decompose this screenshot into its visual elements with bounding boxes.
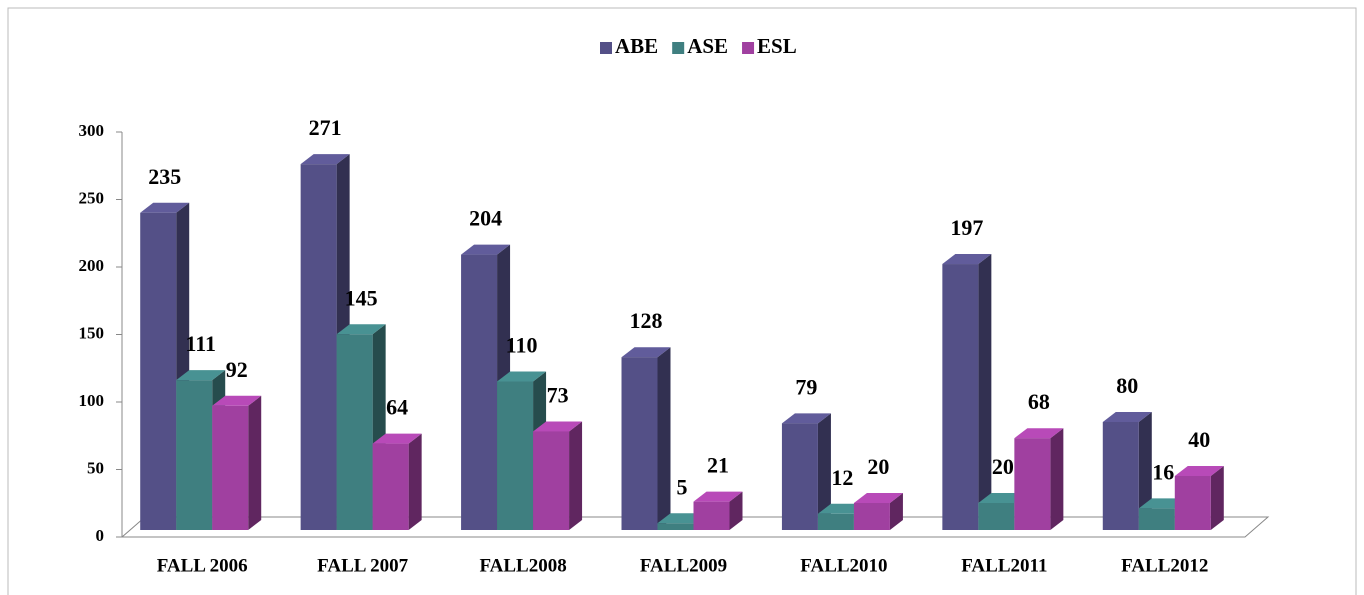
bar-side — [657, 347, 671, 530]
y-tick-label: 300 — [79, 121, 105, 140]
bar-top — [1174, 466, 1224, 476]
value-label: 5 — [677, 474, 688, 499]
bar-top — [1102, 412, 1152, 422]
value-label: 79 — [795, 374, 817, 399]
bar — [1174, 476, 1211, 530]
bar — [942, 264, 979, 530]
y-tick-label: 0 — [96, 526, 105, 545]
bar — [372, 443, 409, 530]
y-tick-label: 100 — [79, 391, 105, 410]
bar — [817, 513, 854, 530]
bar — [461, 254, 498, 530]
bar-top — [497, 371, 547, 382]
bar-top — [942, 254, 992, 265]
bar — [1102, 422, 1139, 530]
value-label: 271 — [309, 115, 342, 140]
bar-side — [1210, 466, 1224, 530]
value-label: 73 — [547, 382, 569, 407]
bar-side — [408, 433, 422, 530]
value-label: 12 — [831, 465, 853, 490]
bar — [140, 212, 177, 530]
bar — [212, 405, 249, 530]
bar — [300, 164, 337, 530]
y-tick-label: 50 — [87, 458, 104, 477]
bar-side — [248, 395, 262, 530]
value-label: 197 — [950, 215, 983, 240]
legend-label: ESL — [757, 34, 797, 58]
bar-side — [729, 491, 743, 530]
bar-top — [461, 244, 511, 255]
bar-top — [853, 493, 903, 503]
value-label: 145 — [345, 285, 378, 310]
y-tick-label: 250 — [79, 188, 105, 207]
bar-top — [621, 347, 671, 358]
bar-top — [693, 491, 743, 502]
x-tick-label: FALL 2006 — [157, 555, 248, 576]
bar-top — [372, 433, 422, 444]
y-tick-label: 150 — [79, 323, 105, 342]
bar-side — [978, 254, 992, 531]
bar-top — [336, 324, 386, 335]
value-label: 20 — [867, 454, 889, 479]
legend-swatch — [672, 42, 685, 54]
bar — [621, 357, 658, 530]
x-tick-label: FALL2012 — [1121, 555, 1208, 576]
chart-border — [7, 7, 1357, 595]
bar — [336, 334, 373, 530]
bar — [978, 503, 1015, 530]
value-label: 110 — [506, 333, 538, 358]
bar-side — [817, 413, 831, 530]
value-label: 68 — [1028, 389, 1050, 414]
bar-side — [569, 421, 583, 530]
value-label: 20 — [992, 454, 1014, 479]
bar — [1014, 438, 1051, 530]
value-label: 128 — [630, 308, 663, 333]
bar — [533, 431, 570, 530]
value-label: 21 — [707, 453, 729, 478]
bar-top — [300, 154, 350, 165]
x-tick-label: FALL 2007 — [317, 555, 408, 576]
bar — [497, 381, 534, 530]
bar — [693, 501, 730, 530]
bar — [1138, 508, 1175, 530]
bar-side — [1138, 412, 1152, 530]
bar-top — [176, 370, 226, 381]
value-label: 235 — [148, 164, 181, 189]
y-tick-label: 200 — [79, 256, 105, 275]
bar-side — [1050, 428, 1064, 530]
value-label: 80 — [1116, 373, 1138, 398]
x-tick-label: FALL2008 — [479, 555, 566, 576]
bar-top — [212, 395, 262, 406]
bar — [781, 423, 818, 530]
x-tick-label: FALL2011 — [961, 555, 1047, 576]
legend-label: ABE — [615, 34, 658, 58]
bar — [657, 523, 694, 530]
value-label: 111 — [185, 331, 216, 356]
value-label: 40 — [1188, 427, 1210, 452]
value-label: 16 — [1152, 459, 1174, 484]
bar-top — [140, 202, 190, 213]
bar-top — [1014, 428, 1064, 439]
legend-label: ASE — [687, 34, 728, 58]
value-label: 64 — [386, 395, 408, 420]
legend-swatch — [742, 42, 755, 54]
bar-top — [533, 421, 583, 432]
bar-side — [889, 493, 903, 530]
bar-top — [781, 413, 831, 424]
floor — [120, 132, 1270, 538]
bar — [176, 380, 213, 530]
value-label: 92 — [226, 357, 248, 382]
legend-swatch — [600, 42, 612, 54]
x-tick-label: FALL2010 — [800, 555, 887, 576]
value-label: 204 — [469, 206, 502, 231]
x-tick-label: FALL2009 — [640, 555, 727, 576]
bar — [853, 503, 890, 530]
